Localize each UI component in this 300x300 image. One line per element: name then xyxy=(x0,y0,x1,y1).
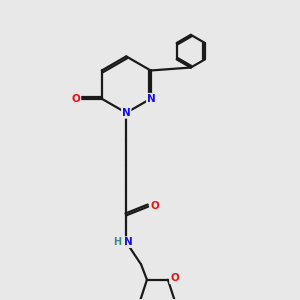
Text: N: N xyxy=(124,237,133,247)
Text: O: O xyxy=(150,202,159,212)
Text: O: O xyxy=(170,273,179,283)
Text: O: O xyxy=(71,94,80,104)
Text: N: N xyxy=(147,94,156,104)
Text: N: N xyxy=(122,108,130,118)
Text: H: H xyxy=(113,237,122,247)
